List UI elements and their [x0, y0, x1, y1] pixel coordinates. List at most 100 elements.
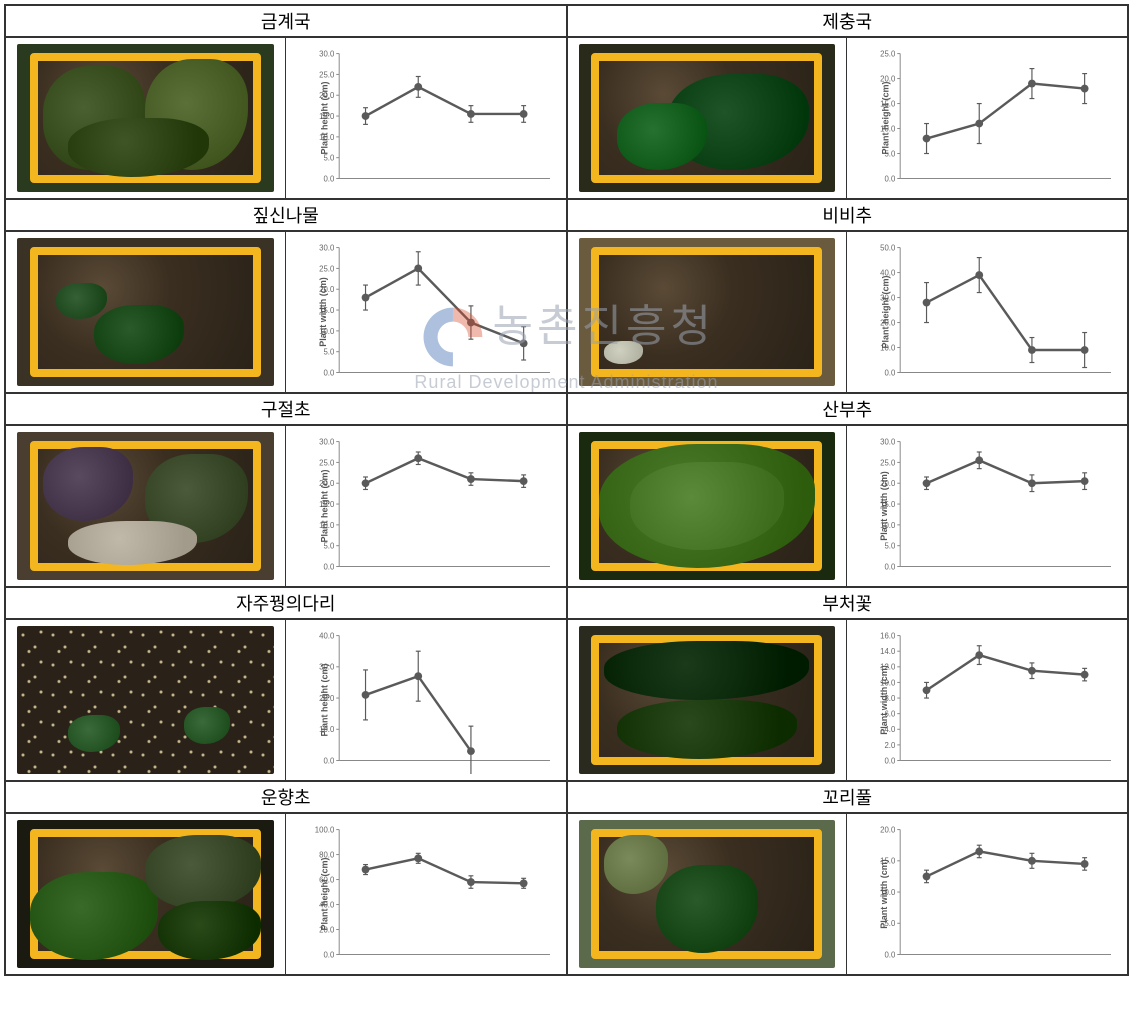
- svg-text:30.0: 30.0: [319, 50, 335, 59]
- chart-container: Plant height (cm)0.05.010.015.020.025.0: [847, 38, 1127, 198]
- chart-ylabel: Plant height (cm): [319, 857, 329, 930]
- chart-ylabel: Plant height (cm): [319, 663, 329, 736]
- chart-ylabel: Plant width (cm): [879, 471, 889, 541]
- chart-container: Plant width (cm)0.05.010.015.020.025.030…: [286, 232, 566, 392]
- chart-container: Plant width (cm)0.02.04.06.08.010.012.01…: [847, 620, 1127, 780]
- photo-container: [6, 232, 286, 392]
- photo-container: [6, 426, 286, 586]
- plant-content-cell: Plant height (cm)0.05.010.015.020.025.0: [567, 37, 1129, 199]
- svg-text:30.0: 30.0: [319, 244, 335, 253]
- plant-photo: [579, 432, 835, 579]
- plant-title: 산부추: [567, 393, 1129, 425]
- svg-text:0.0: 0.0: [323, 756, 335, 765]
- plant-content-cell: Plant height (cm)0.020.040.060.080.0100.…: [5, 813, 567, 975]
- plant-comparison-table: 금계국제충국 Plant height (cm) 0.05.010.015.020.…: [4, 4, 1129, 976]
- plant-content-cell: Plant height (cm)0.010.020.030.040.0: [5, 619, 567, 781]
- photo-container: [568, 232, 848, 392]
- photo-container: [568, 426, 848, 586]
- photo-container: [6, 620, 286, 780]
- svg-text:5.0: 5.0: [885, 542, 897, 551]
- photo-container: [568, 620, 848, 780]
- plant-content-cell: Plant width (cm)0.05.010.015.020.025.030…: [5, 231, 567, 393]
- chart-svg: 0.02.04.06.08.010.012.014.016.0: [867, 626, 1121, 774]
- plant-content-cell: Plant width (cm)0.02.04.06.08.010.012.01…: [567, 619, 1129, 781]
- chart-ylabel: Plant height (cm): [319, 81, 329, 154]
- plant-photo: [579, 44, 835, 191]
- plant-content-cell: Plant height (cm)0.010.020.030.040.050.0: [567, 231, 1129, 393]
- svg-text:25.0: 25.0: [880, 50, 896, 59]
- svg-text:0.0: 0.0: [323, 950, 335, 959]
- photo-container: [6, 814, 286, 974]
- plant-title: 짚신나물: [5, 199, 567, 231]
- chart-ylabel: Plant height (cm): [319, 469, 329, 542]
- plant-content-cell: Plant height (cm)0.05.010.015.020.025.03…: [5, 37, 567, 199]
- plant-title: 자주꿩의다리: [5, 587, 567, 619]
- svg-text:25.0: 25.0: [319, 70, 335, 79]
- svg-text:50.0: 50.0: [880, 244, 896, 253]
- chart-svg: 0.05.010.015.020.025.030.0: [867, 432, 1121, 580]
- chart-container: Plant height (cm)0.010.020.030.040.050.0: [847, 232, 1127, 392]
- chart-svg: 0.010.020.030.040.050.0: [867, 238, 1121, 386]
- svg-text:25.0: 25.0: [319, 264, 335, 273]
- chart-container: Plant height (cm)0.05.010.015.020.025.03…: [286, 426, 566, 586]
- chart-container: Plant height (cm)0.05.010.015.020.025.03…: [286, 38, 566, 198]
- photo-container: [568, 38, 848, 198]
- plant-content-cell: Plant width (cm)0.05.010.015.020.025.030…: [567, 425, 1129, 587]
- plant-title: 꼬리풀: [567, 781, 1129, 813]
- svg-text:0.0: 0.0: [885, 950, 897, 959]
- svg-text:5.0: 5.0: [323, 348, 335, 357]
- svg-text:16.0: 16.0: [880, 632, 896, 641]
- chart-svg: 0.05.010.015.020.025.030.0: [306, 432, 560, 580]
- chart-svg: 0.05.010.015.020.0: [867, 820, 1121, 968]
- svg-text:30.0: 30.0: [319, 438, 335, 447]
- plant-title: 금계국: [5, 5, 567, 37]
- svg-text:40.0: 40.0: [319, 632, 335, 641]
- chart-ylabel: Plant width (cm): [879, 665, 889, 735]
- chart-container: Plant width (cm)0.05.010.015.020.025.030…: [847, 426, 1127, 586]
- chart-container: Plant height (cm)0.010.020.030.040.0: [286, 620, 566, 780]
- plant-content-cell: Plant width (cm)0.05.010.015.020.0: [567, 813, 1129, 975]
- svg-text:30.0: 30.0: [880, 438, 896, 447]
- chart-svg: 0.010.020.030.040.0: [306, 626, 560, 774]
- plant-photo: [579, 238, 835, 385]
- plant-photo: [579, 820, 835, 967]
- svg-text:25.0: 25.0: [319, 458, 335, 467]
- photo-container: [6, 38, 286, 198]
- plant-photo: [17, 44, 273, 191]
- svg-text:5.0: 5.0: [323, 154, 335, 163]
- chart-ylabel: Plant width (cm): [879, 859, 889, 929]
- svg-text:0.0: 0.0: [885, 562, 897, 571]
- chart-ylabel: Plant height (cm): [881, 81, 891, 154]
- photo-container: [568, 814, 848, 974]
- svg-text:0.0: 0.0: [885, 756, 897, 765]
- chart-svg: 0.05.010.015.020.025.030.0: [306, 238, 560, 386]
- svg-text:0.0: 0.0: [885, 368, 897, 377]
- plant-title: 부처꽃: [567, 587, 1129, 619]
- plant-photo: [17, 432, 273, 579]
- plant-photo: [17, 238, 273, 385]
- svg-text:0.0: 0.0: [323, 368, 335, 377]
- svg-text:0.0: 0.0: [885, 174, 897, 183]
- plant-title: 제충국: [567, 5, 1129, 37]
- chart-ylabel: Plant height (cm): [881, 275, 891, 348]
- plant-title: 운향초: [5, 781, 567, 813]
- chart-svg: 0.05.010.015.020.025.0: [867, 44, 1121, 192]
- chart-svg: 0.05.010.015.020.025.030.0: [306, 44, 560, 192]
- plant-title: 구절초: [5, 393, 567, 425]
- chart-container: Plant width (cm)0.05.010.015.020.0: [847, 814, 1127, 974]
- svg-text:20.0: 20.0: [880, 826, 896, 835]
- svg-text:5.0: 5.0: [323, 542, 335, 551]
- plant-title: 비비추: [567, 199, 1129, 231]
- svg-text:2.0: 2.0: [885, 741, 897, 750]
- chart-ylabel: Plant width (cm): [318, 277, 328, 347]
- svg-text:25.0: 25.0: [880, 458, 896, 467]
- chart-svg: 0.020.040.060.080.0100.0: [306, 820, 560, 968]
- svg-text:100.0: 100.0: [315, 826, 335, 835]
- plant-photo: [579, 626, 835, 773]
- svg-text:14.0: 14.0: [880, 647, 896, 656]
- plant-photo: [17, 820, 273, 967]
- plant-photo: [17, 626, 273, 773]
- svg-text:0.0: 0.0: [323, 174, 335, 183]
- svg-text:0.0: 0.0: [323, 562, 335, 571]
- chart-container: Plant height (cm)0.020.040.060.080.0100.…: [286, 814, 566, 974]
